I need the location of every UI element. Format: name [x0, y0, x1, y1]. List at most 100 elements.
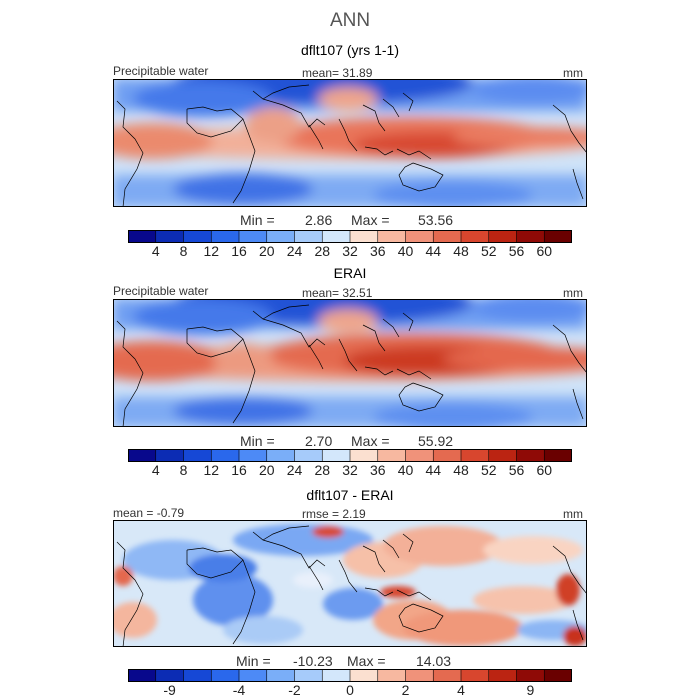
colorbar-swatch: [405, 449, 434, 462]
colorbar-swatch: [433, 669, 462, 682]
colorbar-tick-label: 48: [453, 243, 469, 259]
colorbar-tick-label: 20: [258, 462, 275, 478]
colorbar-swatch: [350, 669, 379, 682]
colorbar-swatch: [544, 230, 572, 243]
colorbar-tick-label: 4: [151, 243, 160, 259]
colorbar-tick-label: 56: [508, 462, 525, 478]
panel-3-max-label: Max =: [347, 653, 386, 669]
colorbar-tick-label: 60: [536, 243, 553, 259]
colorbar-swatch: [128, 230, 157, 243]
panel-3-rmse-label: rmse = 2.19: [302, 507, 366, 521]
colorbar-tick-label: 40: [397, 462, 414, 478]
colorbar-tick-label: 20: [258, 243, 275, 259]
colorbar-swatch: [516, 669, 545, 682]
panel-2-max-label: Max =: [351, 433, 390, 449]
colorbar-swatch: [239, 669, 268, 682]
colorbar-swatch: [461, 669, 490, 682]
colorbar-swatch: [239, 230, 268, 243]
colorbar-tick-label: -4: [232, 682, 246, 698]
colorbar-swatch: [128, 669, 157, 682]
colorbar-swatch: [155, 449, 184, 462]
panel-3-min-label: Min =: [236, 653, 271, 669]
colorbar-swatch: [266, 449, 295, 462]
colorbar-swatch: [488, 449, 517, 462]
colorbar-swatch: [294, 449, 323, 462]
colorbar-swatch: [266, 230, 295, 243]
colorbar-tick-label: -9: [163, 682, 176, 698]
panel-2-variable-label: Precipitable water: [113, 284, 209, 298]
colorbar-swatch: [544, 669, 572, 682]
colorbar-swatch: [405, 230, 434, 243]
colorbar-swatch: [322, 230, 351, 243]
colorbar-tick-label: 32: [342, 243, 358, 259]
colorbar-tick-label: 48: [453, 462, 469, 478]
colorbar-tick-label: 28: [314, 243, 331, 259]
colorbar-swatch: [488, 230, 517, 243]
colorbar-tick-label: 24: [286, 243, 303, 259]
colorbar-swatch: [211, 449, 240, 462]
colorbar-swatch: [433, 230, 462, 243]
panel-2-min-value: 2.70: [305, 433, 333, 449]
figure-title: ANN: [329, 10, 371, 31]
panel-2-map: [113, 299, 587, 427]
panel-1-colorbar: [128, 230, 572, 243]
colorbar-swatch: [350, 230, 379, 243]
panel-3-min-value: -10.23: [293, 653, 333, 669]
colorbar-swatch: [377, 449, 406, 462]
colorbar-swatch: [294, 669, 323, 682]
colorbar-tick-label: -2: [288, 682, 301, 698]
colorbar-swatch: [488, 669, 517, 682]
panel-3-title: dflt107 - ERAI: [306, 487, 394, 503]
panel-2-max-value: 55.92: [418, 433, 454, 449]
panel-3-mean-label: mean = -0.79: [113, 506, 185, 520]
panel-1-units-label: mm: [563, 66, 583, 80]
colorbar-tick-label: 12: [203, 462, 220, 478]
colorbar-tick-label: 4: [457, 682, 465, 698]
colorbar-tick-label: 0: [346, 682, 354, 698]
colorbar-swatch: [461, 449, 490, 462]
colorbar-swatch: [322, 449, 351, 462]
panel-3-map: [113, 520, 587, 647]
colorbar-swatch: [128, 449, 157, 462]
colorbar-swatch: [377, 669, 406, 682]
colorbar-swatch: [516, 230, 545, 243]
panel-3-max-value: 14.03: [416, 653, 452, 669]
panel-1-min-label: Min =: [240, 212, 275, 228]
colorbar-tick-label: 32: [342, 462, 358, 478]
colorbar-tick-label: 36: [369, 243, 386, 259]
colorbar-tick-label: 16: [231, 243, 247, 259]
colorbar-swatch: [516, 449, 545, 462]
colorbar-tick-label: 60: [536, 462, 553, 478]
colorbar-tick-label: 56: [508, 243, 525, 259]
panel-2-min-label: Min =: [240, 433, 275, 449]
colorbar-swatch: [322, 669, 351, 682]
colorbar-tick-label: 8: [179, 462, 188, 478]
colorbar-tick-label: 2: [401, 682, 410, 698]
panel-1-map: [113, 79, 587, 207]
colorbar-swatch: [183, 230, 212, 243]
panel-1-title: dflt107 (yrs 1-1): [300, 42, 400, 58]
colorbar-swatch: [294, 230, 323, 243]
panel-1-max-value: 53.56: [418, 212, 454, 228]
colorbar-frame: [128, 449, 572, 462]
colorbar-frame: [128, 230, 572, 243]
colorbar-swatch: [377, 230, 406, 243]
colorbar-swatch: [239, 449, 268, 462]
panel-1-mean-label: mean= 31.89: [302, 66, 373, 80]
panel-2-title: ERAI: [333, 265, 367, 281]
colorbar-swatch: [350, 449, 379, 462]
colorbar-swatch: [266, 669, 295, 682]
colorbar-tick-label: 28: [314, 462, 331, 478]
panel-1-variable-label: Precipitable water: [113, 64, 209, 78]
panel-3-colorbar: [128, 669, 572, 682]
colorbar-tick-label: 36: [369, 462, 386, 478]
panel-3-units-label: mm: [563, 507, 583, 521]
colorbar-tick-label: 12: [203, 243, 220, 259]
colorbar-tick-label: 4: [151, 462, 160, 478]
panel-1-min-value: 2.86: [305, 212, 333, 228]
colorbar-swatch: [155, 230, 184, 243]
colorbar-tick-label: 52: [480, 462, 497, 478]
colorbar-swatch: [211, 669, 240, 682]
panel-2-mean-label: mean= 32.51: [302, 286, 373, 300]
colorbar-tick-label: 44: [425, 462, 442, 478]
